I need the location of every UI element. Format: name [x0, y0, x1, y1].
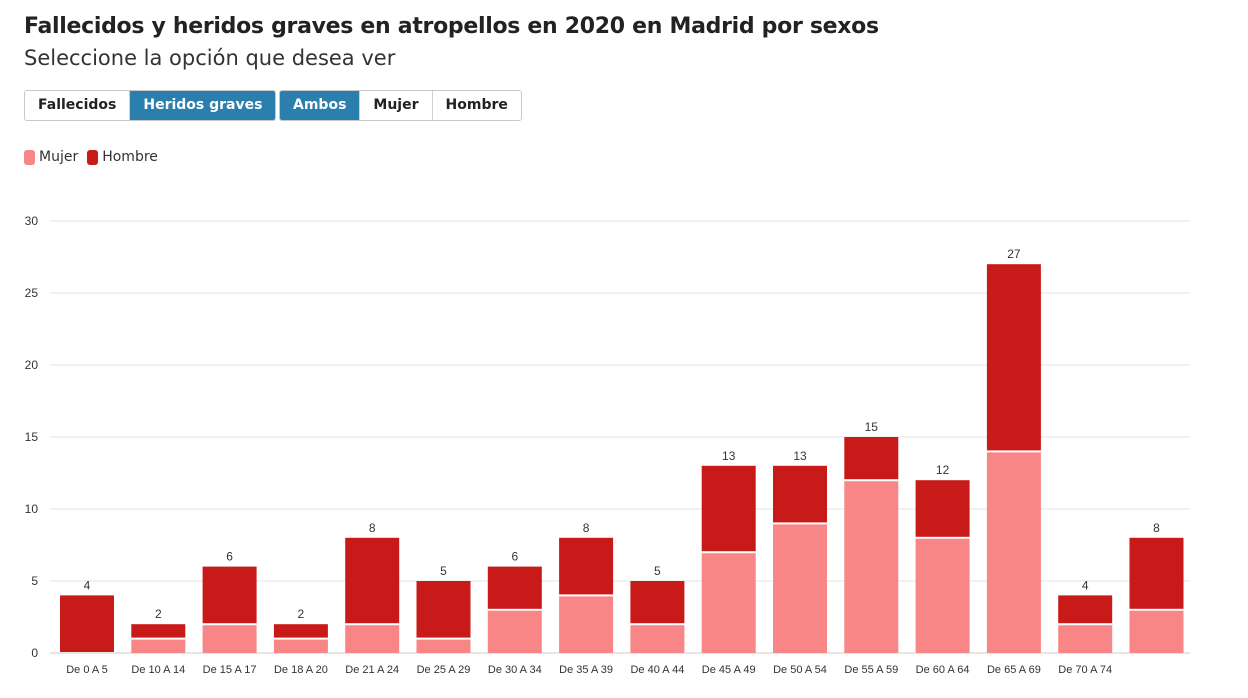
data-label: 8	[1153, 521, 1160, 535]
data-label: 13	[722, 449, 736, 463]
legend-swatch-mujer	[24, 149, 35, 165]
data-label: 8	[583, 521, 590, 535]
bar-mujer	[345, 624, 400, 653]
bar-mujer	[559, 595, 614, 653]
data-label: 13	[793, 449, 807, 463]
x-tick-label: De 18 A 20	[274, 664, 328, 676]
data-label: 6	[226, 550, 233, 564]
x-tick-label: De 50 A 54	[773, 664, 827, 676]
bar-hombre	[60, 595, 114, 652]
x-tick-label: De 40 A 44	[630, 664, 684, 676]
bar-hombre	[773, 465, 827, 523]
bar-mujer	[630, 624, 685, 653]
x-tick-label: De 15 A 17	[203, 664, 257, 676]
data-label: 15	[865, 420, 879, 434]
bar-hombre	[630, 581, 685, 624]
data-label: 12	[936, 463, 950, 477]
legend-label-hombre: Hombre	[102, 149, 158, 165]
x-tick-label: De 55 A 59	[844, 664, 898, 676]
data-label: 2	[155, 607, 162, 621]
bar-mujer	[1058, 624, 1113, 653]
type-toggle-group: Fallecidos Heridos graves	[24, 90, 277, 121]
x-tick-label: De 35 A 39	[559, 664, 613, 676]
data-label: 5	[654, 564, 661, 578]
bar-hombre	[559, 537, 614, 595]
legend-swatch-hombre	[87, 149, 99, 165]
x-tick-label: De 60 A 64	[916, 664, 970, 676]
bar-hombre	[131, 624, 186, 638]
ambos-button[interactable]: Ambos	[280, 91, 361, 120]
data-label: 4	[1082, 578, 1089, 592]
x-tick-label: De 10 A 14	[131, 664, 185, 676]
data-label: 6	[511, 550, 518, 564]
hombre-button[interactable]: Hombre	[432, 91, 521, 120]
bar-hombre	[844, 437, 899, 480]
bar-mujer	[131, 638, 186, 653]
x-tick-label: De 65 A 69	[987, 664, 1041, 676]
heridos-graves-button[interactable]: Heridos graves	[130, 91, 276, 120]
sex-toggle-group: Ambos Mujer Hombre	[279, 90, 522, 121]
x-tick-label: De 25 A 29	[417, 664, 471, 676]
chart-subtitle: Seleccione la opción que desea ver	[24, 46, 396, 70]
x-tick-label: De 70 A 74	[1058, 664, 1112, 676]
y-tick-label: 10	[25, 502, 39, 516]
bar-hombre	[701, 465, 756, 552]
legend-label-mujer: Mujer	[39, 149, 79, 165]
bar-hombre	[1129, 537, 1184, 609]
bar-mujer	[273, 638, 328, 653]
y-tick-label: 0	[31, 646, 38, 660]
bar-hombre	[202, 566, 257, 624]
x-tick-label: De 45 A 49	[702, 664, 756, 676]
bar-hombre	[273, 624, 328, 638]
chart-title: Fallecidos y heridos graves en atropello…	[24, 14, 879, 39]
x-tick-label: De 21 A 24	[345, 664, 399, 676]
legend: Mujer Hombre	[24, 149, 167, 165]
bar-hombre	[1058, 595, 1113, 624]
data-label: 2	[298, 607, 305, 621]
x-tick-label: De 30 A 34	[488, 664, 542, 676]
bar-hombre	[416, 581, 471, 638]
y-tick-label: 5	[31, 574, 38, 588]
x-tick-label: De 0 A 5	[66, 664, 108, 676]
data-label: 4	[84, 578, 91, 592]
bar-mujer	[701, 552, 756, 653]
bar-hombre	[487, 566, 542, 609]
data-label: 27	[1007, 247, 1021, 261]
bar-mujer	[202, 624, 257, 653]
bar-mujer	[915, 537, 970, 653]
bar-mujer	[986, 451, 1041, 653]
data-label: 5	[440, 564, 447, 578]
y-tick-label: 20	[25, 358, 39, 372]
bar-mujer	[487, 609, 542, 653]
mujer-button[interactable]: Mujer	[360, 91, 433, 120]
bar-mujer	[844, 480, 899, 653]
bar-hombre	[915, 480, 970, 537]
y-tick-label: 25	[25, 286, 39, 300]
bar-mujer	[1129, 609, 1184, 653]
y-tick-label: 30	[25, 214, 39, 228]
y-tick-label: 15	[25, 430, 39, 444]
bar-hombre	[345, 537, 400, 624]
bar-mujer	[416, 638, 471, 653]
bar-mujer	[773, 523, 827, 653]
fallecidos-button[interactable]: Fallecidos	[25, 91, 131, 120]
data-label: 8	[369, 521, 376, 535]
bar-hombre	[986, 264, 1041, 451]
